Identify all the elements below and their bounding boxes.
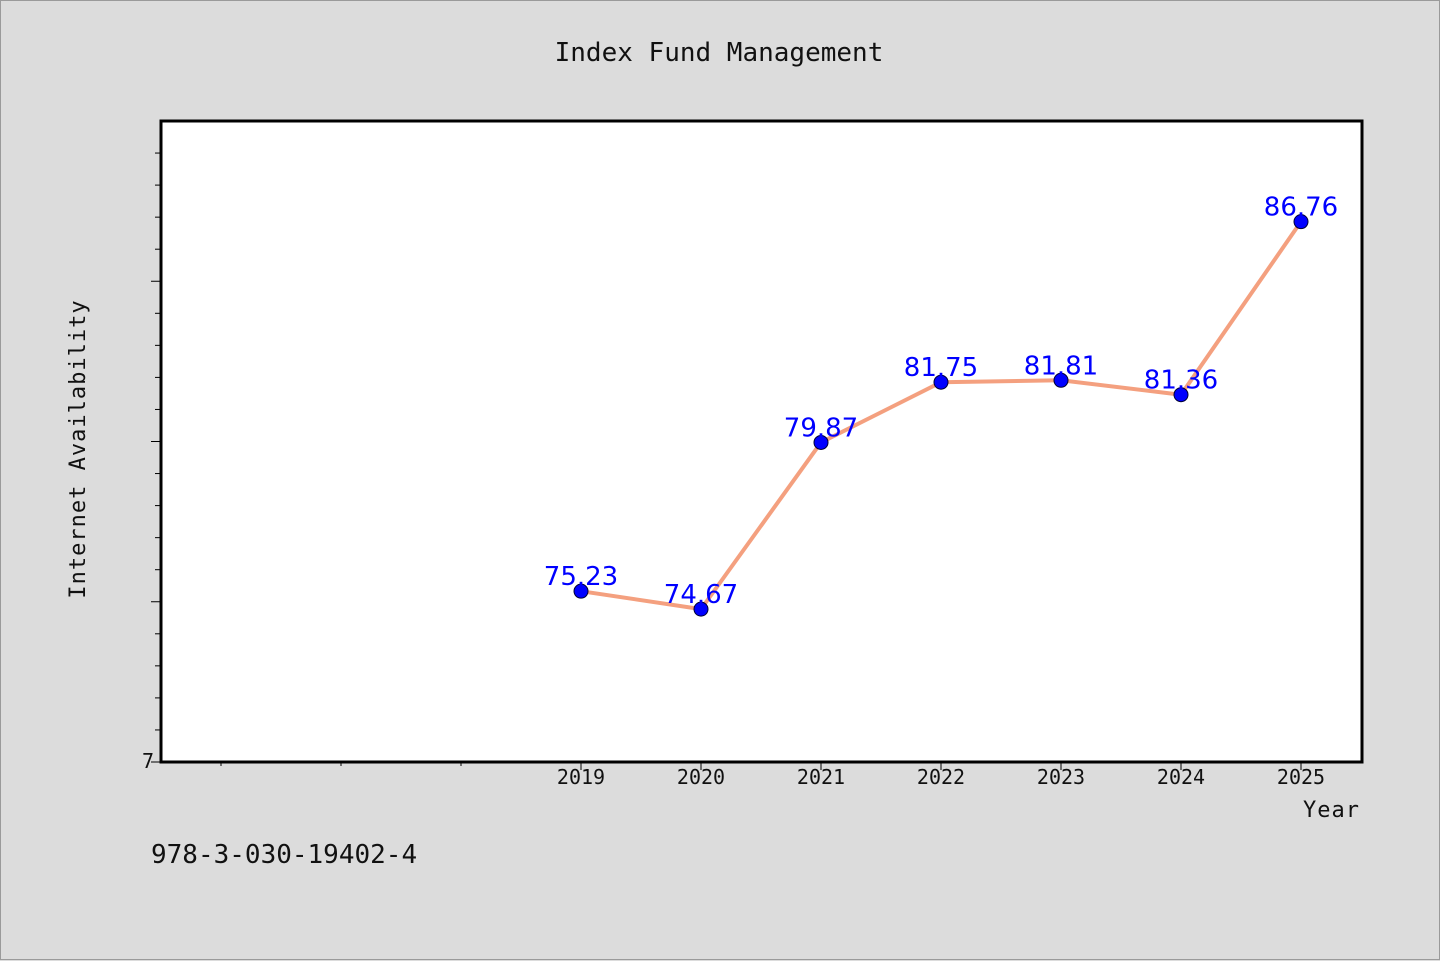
data-label: 81.81 — [1024, 351, 1098, 381]
data-labels: 75.23 74.67 79.87 81.75 81.81 81.36 86.76 — [544, 193, 1338, 610]
series-markers — [573, 214, 1309, 617]
y-axis-ticks — [151, 152, 161, 763]
isbn-text: 978-3-030-19402-4 — [151, 840, 417, 870]
x-axis-label: Year — [1303, 798, 1360, 823]
data-label: 81.36 — [1144, 366, 1218, 396]
data-label: 81.75 — [904, 353, 978, 383]
data-label: 86.76 — [1264, 193, 1338, 223]
y-axis-label: Internet Availability — [66, 299, 91, 598]
chart-title: Index Fund Management — [555, 38, 884, 68]
x-tick-label: 2022 — [917, 765, 965, 789]
x-tick-label: 2025 — [1277, 765, 1325, 789]
data-label: 79.87 — [784, 413, 858, 443]
x-axis-ticks: 2019 2020 2021 2022 2023 2024 2025 — [220, 762, 1325, 789]
x-tick-label: 2019 — [557, 765, 605, 789]
x-tick-label: 2024 — [1157, 765, 1205, 789]
y-tick-label: 7 — [142, 749, 154, 773]
data-point — [813, 434, 829, 450]
data-point — [1053, 372, 1069, 388]
data-point — [1293, 214, 1309, 230]
data-point — [933, 374, 949, 390]
data-point — [1173, 387, 1189, 403]
x-tick-label: 2021 — [797, 765, 845, 789]
data-label: 75.23 — [544, 562, 618, 592]
data-point — [693, 601, 709, 617]
x-tick-label: 2023 — [1037, 765, 1085, 789]
data-point — [573, 583, 589, 599]
data-label: 74.67 — [664, 580, 738, 610]
plot-area — [159, 119, 1364, 764]
x-tick-label: 2020 — [677, 765, 725, 789]
